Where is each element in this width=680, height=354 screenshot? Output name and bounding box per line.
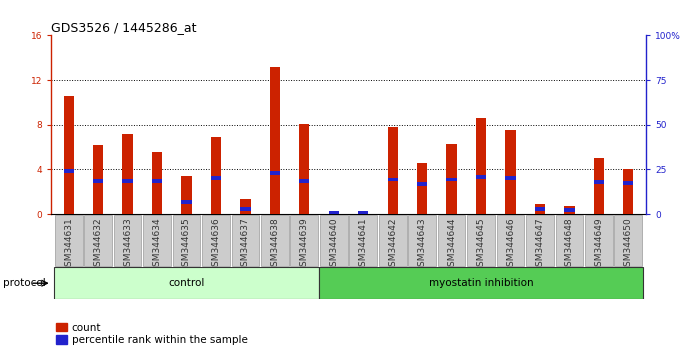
FancyBboxPatch shape	[350, 215, 377, 266]
Bar	[447, 144, 457, 214]
Bar	[122, 179, 133, 183]
Bar	[476, 175, 486, 179]
Bar	[299, 124, 309, 214]
FancyBboxPatch shape	[615, 215, 642, 266]
Bar	[93, 145, 103, 214]
Text: GSM344636: GSM344636	[211, 217, 220, 272]
FancyBboxPatch shape	[290, 215, 318, 266]
Text: GSM344637: GSM344637	[241, 217, 250, 272]
FancyBboxPatch shape	[408, 215, 436, 266]
Bar	[564, 206, 575, 214]
Bar	[358, 212, 369, 214]
Bar	[240, 207, 250, 211]
Text: GSM344638: GSM344638	[271, 217, 279, 272]
Bar	[211, 137, 221, 214]
FancyBboxPatch shape	[320, 215, 347, 266]
Bar	[299, 179, 309, 183]
Text: GSM344639: GSM344639	[300, 217, 309, 272]
Legend: count, percentile rank within the sample: count, percentile rank within the sample	[56, 322, 248, 345]
Bar	[623, 170, 634, 214]
Bar	[182, 176, 192, 214]
Bar	[182, 200, 192, 204]
Bar	[270, 171, 280, 175]
Bar	[417, 163, 427, 214]
Text: GSM344648: GSM344648	[565, 217, 574, 272]
Bar	[328, 213, 339, 214]
Bar	[388, 178, 398, 182]
Text: GSM344647: GSM344647	[535, 217, 545, 272]
Bar	[417, 182, 427, 186]
Text: control: control	[169, 278, 205, 288]
Bar	[152, 179, 163, 183]
FancyBboxPatch shape	[84, 215, 112, 266]
Bar	[63, 169, 74, 172]
Bar	[564, 208, 575, 212]
Text: GSM344634: GSM344634	[152, 217, 162, 272]
Bar	[122, 134, 133, 214]
Bar	[505, 130, 515, 214]
FancyBboxPatch shape	[467, 215, 495, 266]
Bar	[447, 178, 457, 182]
Text: GSM344635: GSM344635	[182, 217, 191, 272]
FancyBboxPatch shape	[202, 215, 230, 266]
Text: GSM344649: GSM344649	[594, 217, 603, 272]
FancyBboxPatch shape	[54, 267, 319, 299]
FancyBboxPatch shape	[232, 215, 259, 266]
FancyBboxPatch shape	[585, 215, 613, 266]
Text: GSM344640: GSM344640	[329, 217, 338, 272]
Bar	[328, 211, 339, 215]
FancyBboxPatch shape	[319, 267, 643, 299]
Text: myostatin inhibition: myostatin inhibition	[428, 278, 533, 288]
Bar	[476, 118, 486, 214]
Text: GSM344631: GSM344631	[64, 217, 73, 272]
Bar	[388, 127, 398, 214]
FancyBboxPatch shape	[55, 215, 82, 266]
FancyBboxPatch shape	[379, 215, 407, 266]
Bar	[505, 176, 515, 181]
Bar	[623, 181, 634, 185]
Text: GSM344632: GSM344632	[94, 217, 103, 272]
Bar	[240, 199, 250, 214]
Bar	[93, 179, 103, 183]
Text: GSM344643: GSM344643	[418, 217, 426, 272]
Bar	[358, 211, 369, 215]
Bar	[594, 158, 604, 214]
Bar	[63, 96, 74, 214]
FancyBboxPatch shape	[556, 215, 583, 266]
Bar	[211, 176, 221, 181]
FancyBboxPatch shape	[143, 215, 171, 266]
Text: GSM344644: GSM344644	[447, 217, 456, 272]
Text: GSM344646: GSM344646	[506, 217, 515, 272]
Text: GSM344633: GSM344633	[123, 217, 132, 272]
Text: GDS3526 / 1445286_at: GDS3526 / 1445286_at	[51, 21, 197, 34]
Text: GSM344650: GSM344650	[624, 217, 633, 272]
Bar	[534, 207, 545, 211]
FancyBboxPatch shape	[173, 215, 201, 266]
FancyBboxPatch shape	[438, 215, 465, 266]
Bar	[270, 67, 280, 214]
FancyBboxPatch shape	[526, 215, 554, 266]
FancyBboxPatch shape	[261, 215, 289, 266]
Bar	[594, 180, 604, 184]
Text: protocol: protocol	[3, 278, 46, 288]
Text: GSM344645: GSM344645	[477, 217, 486, 272]
FancyBboxPatch shape	[114, 215, 141, 266]
Text: GSM344641: GSM344641	[359, 217, 368, 272]
Text: GSM344642: GSM344642	[388, 217, 397, 272]
Bar	[534, 204, 545, 214]
FancyBboxPatch shape	[496, 215, 524, 266]
Bar	[152, 152, 163, 214]
